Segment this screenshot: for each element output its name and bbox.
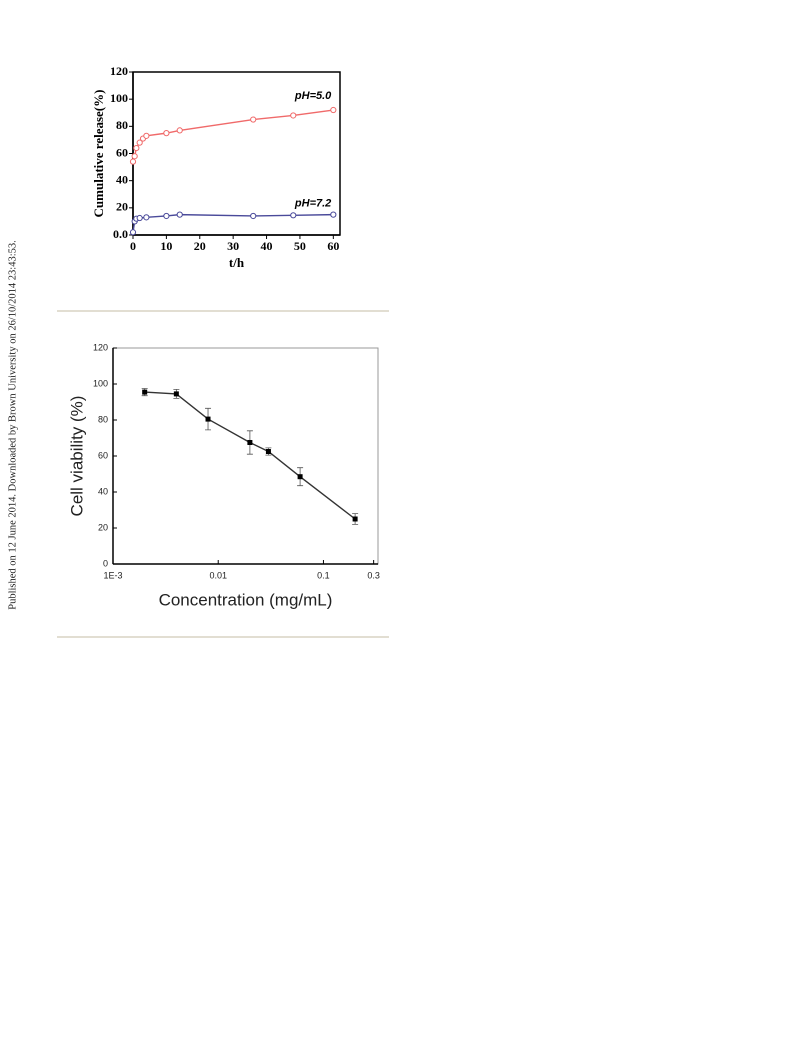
x-tick-label: 50 [294, 239, 306, 253]
x-tick-label: 20 [194, 239, 206, 253]
y-tick-label: 120 [110, 64, 128, 78]
point [290, 112, 297, 119]
series-label: pH=7.2 [294, 198, 331, 210]
point [176, 211, 183, 218]
point [133, 144, 140, 152]
x-tick-label: 40 [261, 239, 273, 253]
y-tick-label: 0.0 [113, 227, 128, 241]
series-line [132, 109, 334, 162]
side-note: Published on 12 June 2014. Downloaded by… [7, 240, 18, 610]
x-tick-label: 60 [327, 239, 339, 253]
point [129, 229, 137, 236]
point [136, 214, 143, 222]
y-axis-label: Cumulative release(%) [91, 90, 106, 218]
point [142, 389, 148, 395]
y-tick-label: 60 [98, 450, 108, 460]
y-tick-label: 80 [98, 414, 108, 424]
x-tick-label: 0.01 [209, 570, 227, 580]
point [143, 132, 150, 139]
series-line [132, 213, 334, 233]
x-tick-label: 0.3 [367, 570, 380, 580]
point [129, 158, 137, 165]
point [330, 106, 337, 114]
x-tick-label: 30 [227, 239, 239, 253]
point [176, 127, 183, 134]
point [250, 116, 257, 123]
point [352, 516, 358, 522]
y-tick-label: 100 [93, 378, 108, 388]
y-axis-label: Cell viability (%) [67, 396, 86, 517]
viability-chart: 0 20 40 60 80 100 120 1E-3 0.01 0.1 0.3 Concentrati… [67, 342, 379, 609]
point [163, 130, 170, 137]
point [265, 449, 271, 454]
point [297, 474, 303, 480]
x-tick-label: 10 [160, 239, 172, 253]
series-line [144, 391, 356, 520]
x-tick-label: 0.1 [317, 570, 330, 580]
point [290, 212, 297, 219]
point [143, 214, 150, 221]
point [136, 139, 143, 146]
y-tick-label: 60 [116, 145, 128, 159]
x-tick-label: 1E-3 [103, 570, 122, 580]
y-tick-label: 0 [103, 558, 108, 568]
point [247, 440, 253, 445]
x-axis-label: Concentration (mg/mL) [159, 590, 333, 609]
point [173, 391, 179, 397]
series-label: pH=5.0 [294, 90, 332, 102]
y-tick-label: 80 [116, 118, 128, 132]
point [250, 212, 257, 220]
plot-frame [112, 347, 379, 565]
y-tick-label: 20 [98, 522, 108, 532]
point [205, 416, 211, 422]
point [131, 153, 138, 160]
y-tick-label: 40 [98, 486, 108, 496]
release-chart: 0.0 20 40 60 80 100 120 0 10 20 30 40 50 60 t/h Cumulat… [91, 64, 341, 270]
y-tick-label: 100 [110, 91, 128, 105]
y-tick-label: 40 [116, 172, 128, 186]
point [163, 212, 170, 220]
y-tick-label: 20 [116, 200, 128, 214]
point [330, 211, 337, 218]
x-tick-label: 0 [130, 239, 136, 253]
x-axis-label: t/h [229, 255, 245, 270]
y-tick-label: 120 [93, 342, 108, 352]
